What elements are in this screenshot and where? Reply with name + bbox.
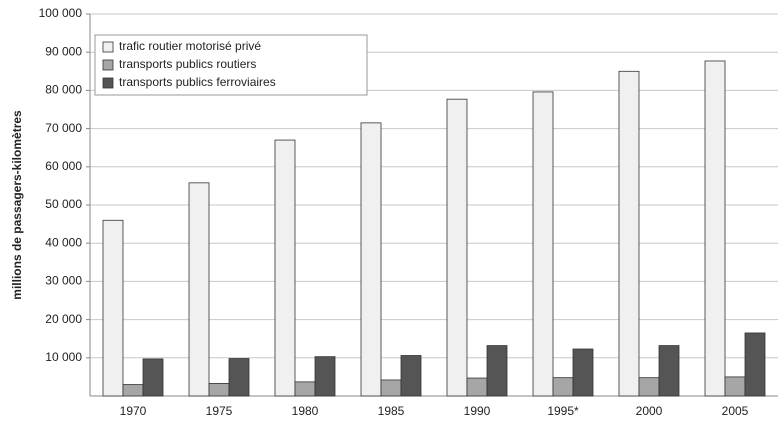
x-tick-label: 1970 — [120, 404, 147, 418]
legend-label: trafic routier motorisé privé — [119, 39, 261, 53]
legend-box — [94, 34, 368, 96]
bar — [380, 379, 402, 397]
bar — [466, 377, 488, 397]
legend-label: transports publics ferroviaires — [119, 75, 276, 89]
y-tick-label: 100 000 — [39, 6, 83, 20]
y-axis-label: millions de passagers-kilomètres — [10, 110, 24, 300]
y-tick-label: 20 000 — [45, 312, 82, 326]
x-tick-label: 1980 — [292, 404, 319, 418]
bar — [208, 382, 230, 397]
y-tick-label: 90 000 — [45, 44, 82, 58]
bar — [188, 182, 210, 397]
legend-swatch — [102, 77, 114, 89]
legend-label: transports publics routiers — [119, 57, 256, 71]
x-tick-label: 1975 — [206, 404, 233, 418]
bar — [400, 355, 422, 397]
x-tick-label: 1990 — [464, 404, 491, 418]
x-tick-label: 2000 — [636, 404, 663, 418]
bar — [486, 345, 508, 397]
y-tick-label: 30 000 — [45, 274, 82, 288]
bar — [274, 139, 296, 397]
bar — [724, 376, 746, 397]
bar — [658, 345, 680, 397]
bar — [552, 377, 574, 397]
bar — [446, 98, 468, 397]
legend: trafic routier motorisé privé transports … — [94, 34, 368, 96]
bar — [744, 332, 766, 397]
x-tick-label: 2005 — [722, 404, 749, 418]
y-tick-label: 80 000 — [45, 83, 82, 97]
bar — [228, 358, 250, 397]
bar — [122, 384, 144, 397]
bar — [638, 377, 660, 397]
y-tick-label: 10 000 — [45, 350, 82, 364]
bar — [532, 91, 554, 397]
y-tick-label: 40 000 — [45, 235, 82, 249]
bar — [572, 348, 594, 397]
bar — [102, 219, 124, 397]
y-tick-label: 50 000 — [45, 197, 82, 211]
bar — [142, 358, 164, 397]
bar — [314, 356, 336, 397]
bar — [704, 60, 726, 397]
legend-swatch — [102, 59, 114, 71]
bar — [618, 70, 640, 397]
legend-swatch — [102, 41, 114, 53]
bar — [360, 122, 382, 397]
y-tick-label: 70 000 — [45, 121, 82, 135]
bar — [294, 381, 316, 397]
y-tick-label: 60 000 — [45, 159, 82, 173]
x-tick-label: 1985 — [378, 404, 405, 418]
x-tick-label: 1995* — [547, 404, 579, 418]
